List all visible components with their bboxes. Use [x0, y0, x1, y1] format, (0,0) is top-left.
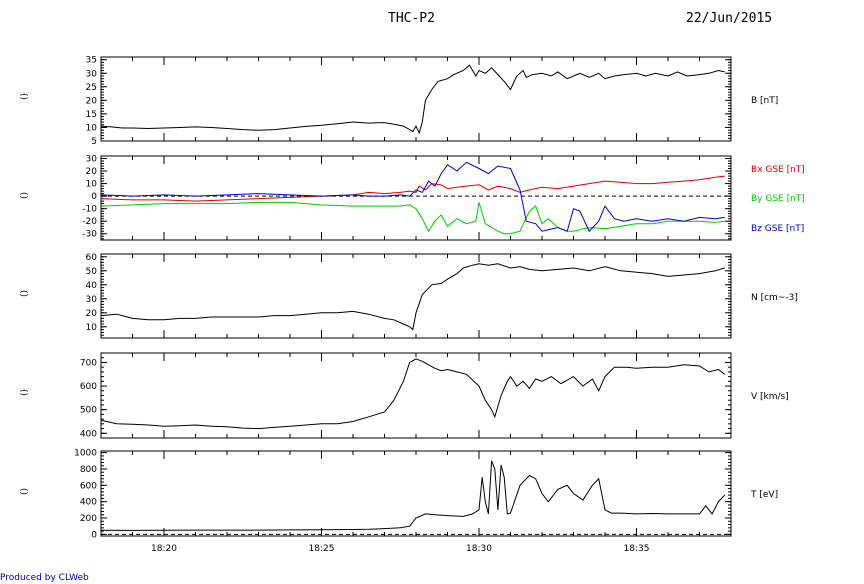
y-tick-label: 5: [91, 137, 97, 147]
y-tick-label: 10: [86, 180, 98, 190]
panel-b: 5 10 15 20 25 30 35: [86, 56, 732, 147]
y-tick-label: 200: [80, 514, 97, 524]
y-tick-label: 700: [80, 358, 97, 368]
y-tick-label: 30: [86, 69, 98, 79]
x-tick-label: 18:35: [624, 544, 650, 554]
y-tick-label: 500: [80, 406, 97, 416]
y-tick-label: 0: [91, 530, 97, 540]
y-tick-label: 20: [86, 309, 98, 319]
panel-frame: [100, 56, 732, 142]
panel-frame: [100, 450, 732, 537]
chart-date: 22/Jun/2015: [686, 11, 773, 26]
y-tick-label: 30: [86, 295, 98, 305]
left-label-b: (): [20, 93, 30, 100]
series-line: [100, 161, 725, 233]
panel-v: 400 500 600 700: [80, 352, 732, 439]
panel-frame: [100, 155, 732, 241]
y-tick-label: 10: [86, 323, 98, 333]
y-tick-label: 800: [80, 465, 97, 475]
y-tick-label: 20: [86, 167, 98, 177]
y-tick-label: 400: [80, 498, 97, 508]
y-tick-label: 600: [80, 481, 97, 491]
y-tick-label: 60: [86, 253, 98, 263]
x-tick-label: 18:30: [466, 544, 492, 554]
y-tick-label: 20: [86, 96, 98, 106]
label-b: B [nT]: [751, 96, 778, 106]
y-tick-label: -10: [82, 205, 97, 215]
series-line: [100, 460, 726, 531]
series-line: [100, 64, 725, 135]
x-tick-label: 18:20: [151, 544, 177, 554]
chart-title: THC-P2: [388, 11, 435, 26]
left-label-bgse: (): [20, 192, 30, 199]
y-tick-label: 50: [86, 267, 98, 277]
left-label-v: (): [20, 389, 30, 396]
y-tick-label: 35: [86, 56, 97, 66]
label-bx: Bx GSE [nT]: [751, 165, 805, 175]
y-tick-label: 400: [80, 429, 97, 439]
y-tick-label: 15: [86, 110, 97, 120]
x-tick-label: 18:25: [309, 544, 335, 554]
y-tick-label: 1000: [74, 449, 97, 459]
left-label-t: (): [20, 488, 30, 495]
series-line: [100, 263, 725, 331]
label-by: By GSE [nT]: [751, 194, 805, 204]
y-tick-label: 10: [86, 123, 98, 133]
series-line: [100, 358, 726, 430]
panel-bgse: -30 -20 -10 0 10 20 30: [82, 155, 732, 241]
footer-credit: Produced by CLWeb: [0, 573, 89, 583]
series-line: [100, 201, 725, 235]
panel-t: 0 200 400 600 800 1000: [74, 449, 732, 540]
series-line: [100, 175, 725, 202]
y-tick-label: -30: [82, 230, 97, 240]
label-n: N [cm~-3]: [751, 293, 798, 303]
y-tick-label: 0: [91, 192, 97, 202]
panel-frame: [100, 253, 732, 339]
left-label-n: (): [20, 290, 30, 297]
y-tick-label: 40: [86, 281, 98, 291]
y-tick-label: 600: [80, 382, 97, 392]
label-bz: Bz GSE [nT]: [751, 224, 804, 234]
y-tick-label: 30: [86, 155, 98, 165]
label-t: T [eV]: [750, 490, 778, 500]
panel-n: 10 20 30 40 50 60: [86, 253, 732, 339]
label-v: V [km/s]: [751, 392, 789, 402]
y-tick-label: 25: [86, 83, 97, 93]
y-tick-label: -20: [82, 217, 97, 227]
